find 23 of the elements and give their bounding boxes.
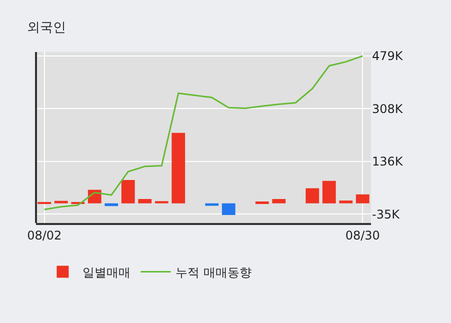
bar: [255, 201, 269, 204]
bar: [172, 132, 186, 204]
chart-title: 외국인: [27, 20, 66, 36]
legend-label: 누적 매매동향: [176, 265, 252, 280]
x-tick-label: 08/30: [345, 228, 380, 242]
bar: [322, 180, 336, 204]
bar: [104, 203, 118, 206]
y-tick-label: 308K: [372, 102, 404, 116]
x-tick-label: 08/02: [27, 228, 62, 242]
y-tick-label: 479K: [372, 49, 404, 64]
bar: [121, 180, 135, 204]
bar: [339, 200, 353, 204]
legend-label: 일별매매: [82, 265, 131, 280]
y-tick-label: 136K: [372, 154, 404, 169]
bar: [138, 199, 152, 204]
bar: [222, 203, 236, 215]
bar: [205, 203, 219, 206]
bar: [306, 188, 320, 204]
line-series: [44, 55, 364, 210]
y-tick-label: -35K: [372, 207, 401, 222]
bar: [272, 199, 286, 204]
bar: [356, 194, 370, 204]
bar: [54, 200, 68, 204]
